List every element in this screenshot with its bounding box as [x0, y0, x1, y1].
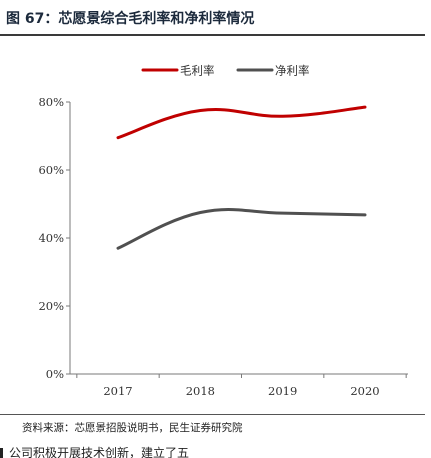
y-tick-label: 0% [46, 367, 64, 381]
x-tick-label: 2018 [186, 384, 215, 398]
source-note: 资料来源：芯愿景招股说明书，民生证券研究院 [22, 420, 243, 435]
x-tick-label: 2020 [350, 384, 379, 398]
next-section-heading-text: 公司积极开展技术创新，建立了五 [9, 446, 189, 458]
x-tick-label: 2017 [103, 384, 132, 398]
chart-axes: 0% 20% 40% 60% 80% 2017 2018 2019 2020 [38, 95, 408, 398]
legend-label: 毛利率 [180, 64, 215, 78]
chart-series [118, 107, 365, 248]
bullet-icon [0, 448, 3, 458]
series-line-net-margin [118, 209, 365, 248]
chart-legend: 毛利率 净利率 [143, 64, 310, 78]
x-tick-label: 2019 [268, 384, 297, 398]
y-tick-label: 20% [38, 299, 64, 313]
y-tick-label: 40% [38, 231, 64, 245]
y-tick-label: 60% [38, 163, 64, 177]
y-tick-label: 80% [38, 95, 64, 109]
series-line-gross-margin [118, 107, 365, 138]
legend-label: 净利率 [275, 64, 310, 78]
line-chart: 毛利率 净利率 0% 20% 40% 60% 80% 2017 2018 2019 2020 [0, 0, 431, 410]
next-section-heading: 公司积极开展技术创新，建立了五 [0, 444, 189, 458]
source-divider [0, 414, 425, 415]
